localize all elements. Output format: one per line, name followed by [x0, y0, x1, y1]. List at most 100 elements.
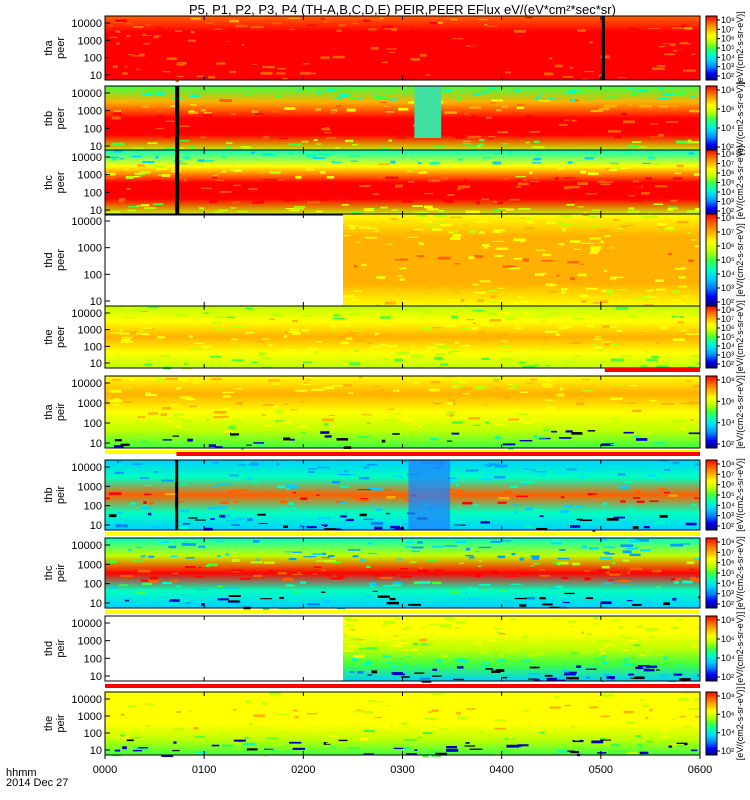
noise-cell — [368, 28, 377, 31]
noise-cell — [189, 146, 196, 149]
noise-cell — [295, 122, 306, 124]
noise-cell — [403, 665, 409, 668]
noise-cell — [638, 620, 650, 623]
noise-cell — [267, 379, 280, 382]
noise-cell — [604, 269, 608, 272]
noise-cell — [419, 317, 424, 319]
noise-cell — [135, 546, 143, 549]
noise-cell — [256, 70, 266, 73]
colorbar-unit-label: [eV/(cm2-s-sr-eV)] — [735, 146, 745, 220]
noise-cell — [284, 331, 289, 334]
colorbar-tick-label: 10² — [721, 359, 734, 369]
noise-cell — [453, 739, 463, 741]
noise-cell — [388, 139, 393, 142]
noise-cell — [182, 523, 191, 525]
noise-cell — [455, 350, 466, 354]
x-axis-date-label: 2014 Dec 27 — [6, 777, 69, 789]
noise-cell — [434, 343, 445, 346]
colorbar-tick-label: 10⁴ — [721, 52, 735, 62]
noise-cell — [365, 124, 373, 127]
noise-cell — [456, 666, 464, 669]
noise-cell — [517, 104, 525, 107]
noise-cell — [117, 512, 123, 514]
noise-cell — [484, 473, 492, 476]
colorbar-unit-label: [eV/(cm2-s-sr-eV)] — [735, 300, 745, 374]
noise-cell — [152, 179, 161, 183]
noise-cell — [584, 128, 597, 130]
noise-cell — [343, 251, 348, 254]
noise-cell — [381, 25, 394, 28]
noise-cell — [398, 432, 409, 434]
noise-cell — [523, 714, 533, 717]
noise-cell — [420, 242, 425, 246]
noise-cell — [486, 249, 492, 252]
noise-cell — [493, 209, 500, 212]
noise-cell — [646, 740, 654, 743]
noise-cell — [277, 67, 286, 70]
noise-cell — [470, 183, 479, 185]
noise-cell — [324, 31, 334, 34]
noise-cell — [328, 740, 335, 744]
noise-cell — [269, 696, 275, 698]
noise-cell — [603, 252, 610, 256]
noise-cell — [445, 749, 459, 752]
y-tick-label: 10 — [90, 205, 102, 217]
noise-cell — [663, 43, 676, 47]
noise-cell — [188, 721, 194, 723]
noise-cell — [239, 50, 244, 53]
noise-cell — [609, 397, 623, 400]
noise-cell — [395, 184, 403, 188]
noise-cell — [570, 652, 579, 655]
noise-cell — [447, 351, 453, 355]
noise-cell — [186, 45, 193, 48]
noise-cell — [383, 355, 390, 359]
noise-cell — [678, 697, 689, 701]
noise-cell — [660, 270, 667, 273]
y-tick-label: 10000 — [71, 694, 102, 706]
noise-cell — [566, 468, 577, 471]
noise-cell — [242, 363, 253, 366]
noise-cell — [262, 424, 273, 427]
noise-cell — [432, 402, 442, 405]
noise-cell — [636, 500, 645, 503]
y-tick-label: 10000 — [71, 378, 102, 390]
noise-cell — [140, 554, 146, 558]
noise-cell — [337, 575, 346, 578]
noise-cell — [240, 72, 253, 76]
noise-cell — [414, 749, 418, 751]
noise-cell — [538, 568, 546, 571]
colorbar-tick-label: 10⁸ — [721, 15, 735, 25]
noise-cell — [515, 175, 526, 178]
noise-cell — [545, 250, 555, 254]
noise-cell — [578, 399, 584, 401]
noise-cell — [561, 254, 565, 258]
noise-cell — [604, 181, 614, 183]
noise-cell — [362, 629, 375, 631]
noise-cell — [174, 30, 183, 33]
noise-cell — [444, 708, 451, 711]
noise-cell — [644, 304, 654, 306]
noise-cell — [263, 136, 269, 139]
noise-cell — [288, 502, 294, 506]
noise-cell — [514, 89, 521, 92]
noise-cell — [224, 146, 232, 149]
colorbar-tick-label: 10⁸ — [721, 85, 735, 95]
noise-cell — [448, 399, 456, 402]
noise-cell — [187, 438, 193, 442]
noise-cell — [469, 229, 477, 233]
noise-cell — [395, 662, 408, 665]
noise-cell — [217, 506, 228, 509]
noise-cell — [143, 501, 147, 504]
noise-cell — [197, 119, 202, 121]
noise-cell — [519, 659, 528, 662]
noise-cell — [207, 563, 218, 567]
y-tick-label: 10000 — [71, 18, 102, 30]
noise-cell — [338, 502, 346, 504]
noise-cell — [233, 44, 240, 46]
noise-cell — [576, 402, 585, 406]
noise-cell — [208, 75, 216, 79]
noise-cell — [528, 217, 533, 220]
noise-cell — [148, 555, 155, 558]
noise-cell — [640, 193, 649, 197]
noise-cell — [399, 278, 405, 281]
